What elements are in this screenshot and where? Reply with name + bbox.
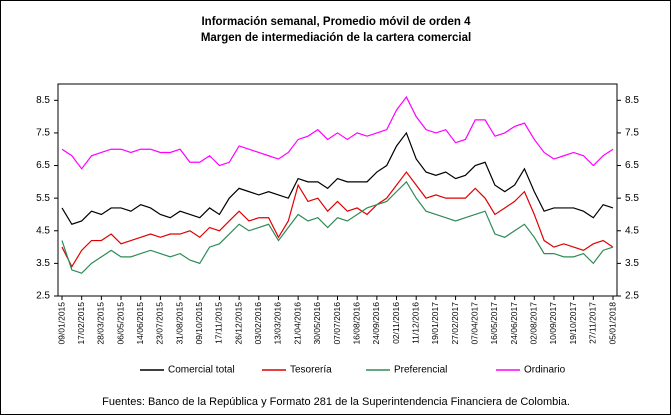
y2-tick-label: 8.5 [625,95,639,106]
series-line [61,131,614,225]
series-line [61,180,614,274]
x-tick-label: 10/09/2017 [548,302,558,345]
y2-tick-label: 6.5 [625,160,639,171]
source-note: Fuentes: Banco de la República y Formato… [102,396,570,408]
legend-label: Tesorería [290,365,332,376]
legend-label: Ordinario [524,365,566,376]
x-tick-label: 23/07/2015 [155,302,165,345]
y-tick-label: 6.5 [36,160,50,171]
y-tick-label: 8.5 [36,95,50,106]
x-tick-label: 26/12/2015 [233,302,243,345]
y-tick-label: 2.5 [36,291,50,302]
x-tick-label: 19/10/2017 [568,302,578,345]
chart-subtitle: Margen de intermediación de la cartera c… [201,32,471,44]
x-tick-label: 17/11/2015 [214,302,224,344]
legend-label: Comercial total [168,365,235,376]
y-tick-label: 4.5 [36,225,50,236]
x-tick-label: 11/12/2016 [410,302,420,344]
x-tick-label: 06/05/2015 [115,302,125,345]
x-tick-label: 27/02/2017 [450,302,460,345]
x-tick-label: 30/05/2016 [312,302,322,345]
y2-tick-label: 4.5 [625,225,639,236]
chart-title: Información semanal, Promedio móvil de o… [201,16,471,28]
x-tick-label: 07/07/2016 [332,302,342,345]
series-line [61,95,614,170]
legend-label: Preferencial [394,365,447,376]
y-tick-label: 5.5 [36,193,50,204]
x-tick-label: 02/11/2016 [391,302,401,344]
x-tick-label: 14/06/2015 [135,302,145,345]
x-tick-label: 16/05/2017 [489,302,499,345]
x-tick-label: 03/02/2016 [253,302,263,345]
x-tick-label: 05/01/2018 [607,302,617,345]
x-tick-label: 16/08/2016 [351,302,361,345]
y2-tick-label: 5.5 [625,193,639,204]
x-tick-label: 09/01/2015 [56,302,66,345]
x-tick-label: 21/04/2016 [292,302,302,345]
x-tick-label: 24/06/2017 [509,302,519,345]
y2-tick-label: 3.5 [625,258,639,269]
x-tick-label: 09/10/2015 [194,302,204,345]
x-tick-label: 19/01/2017 [430,302,440,345]
x-tick-label: 24/09/2016 [371,302,381,345]
x-tick-label: 27/11/2017 [588,302,598,344]
y2-tick-label: 7.5 [625,128,639,139]
series-line [61,171,614,268]
y2-tick-label: 2.5 [625,291,639,302]
x-tick-label: 07/04/2017 [470,302,480,345]
y-tick-label: 7.5 [36,128,50,139]
x-tick-label: 02/08/2017 [529,302,539,345]
x-tick-label: 13/03/2016 [273,302,283,345]
x-tick-label: 17/02/2015 [76,302,86,345]
x-tick-label: 31/08/2015 [174,302,184,345]
y-tick-label: 3.5 [36,258,50,269]
x-tick-label: 28/03/2015 [96,302,106,345]
